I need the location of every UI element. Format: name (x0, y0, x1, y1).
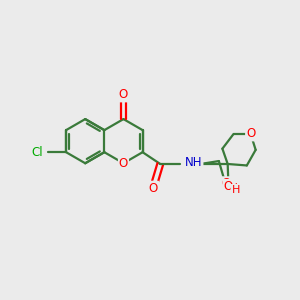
Text: O: O (224, 180, 233, 193)
Text: O: O (221, 177, 230, 190)
Text: O: O (149, 182, 158, 195)
Text: NH: NH (185, 156, 202, 169)
Text: O: O (119, 88, 128, 101)
Text: O: O (246, 128, 255, 140)
Text: O: O (119, 157, 128, 170)
Text: H: H (232, 185, 240, 195)
Text: H: H (230, 182, 238, 193)
Text: Cl: Cl (31, 146, 43, 159)
